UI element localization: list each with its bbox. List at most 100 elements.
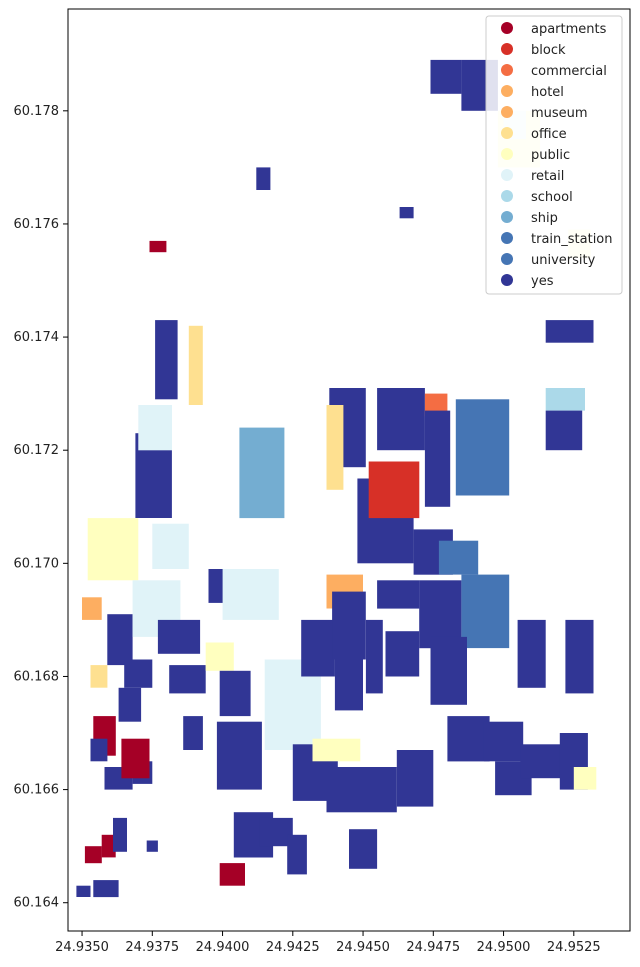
- building-public-28: [205, 642, 234, 671]
- x-axis: 24.9350 24.9375 24.9400 24.9425 24.9450 24.94…: [55, 931, 601, 955]
- building-yes-51: [385, 631, 420, 677]
- legend-frame: [485, 15, 623, 295]
- y-axis: 60.164 60.166 60.168 60.170 60.172 60.174 60.1…: [14, 104, 68, 911]
- y-tick-label: 60.170: [14, 556, 60, 571]
- y-tick-label: 60.174: [14, 330, 60, 345]
- building-public-16: [87, 518, 139, 581]
- legend-label-train_station: train_station: [531, 232, 613, 247]
- y-tick-label: 60.168: [14, 669, 60, 684]
- building-yes-65: [483, 721, 524, 762]
- x-tick-label: 24.9375: [125, 940, 179, 955]
- legend-marker-train_station: [501, 232, 513, 244]
- building-public-69: [573, 767, 597, 790]
- legend-label-public: public: [531, 148, 570, 163]
- legend-label-ship: ship: [531, 211, 558, 226]
- building-ship-37: [239, 427, 285, 519]
- legend-marker-museum: [501, 106, 513, 118]
- legend-marker-public: [501, 148, 513, 160]
- building-apartments-32: [219, 863, 245, 886]
- building-yes-70: [517, 619, 546, 688]
- building-commercial-56: [424, 393, 448, 417]
- legend-marker-university: [501, 253, 513, 265]
- y-tick-label: 60.164: [14, 896, 60, 911]
- legend-label-apartments: apartments: [531, 22, 607, 37]
- legend-marker-commercial: [501, 64, 513, 76]
- x-tick-label: 24.9400: [196, 940, 250, 955]
- building-yes-59: [419, 580, 462, 649]
- building-school-72: [545, 388, 585, 411]
- building-yes-15: [124, 659, 153, 688]
- building-yes-74: [545, 320, 594, 343]
- legend-label-museum: museum: [531, 106, 588, 121]
- building-yes-4: [113, 817, 127, 852]
- legend-marker-school: [501, 190, 513, 202]
- building-retail-35: [222, 569, 279, 620]
- building-public-40: [312, 738, 361, 762]
- building-retail-21: [152, 523, 189, 569]
- building-yes-29: [219, 670, 251, 717]
- x-tick-label: 24.9450: [336, 940, 390, 955]
- building-office-12: [90, 665, 108, 688]
- building-yes-63: [430, 636, 467, 705]
- building-yes-38: [256, 167, 271, 190]
- legend-label-school: school: [531, 190, 573, 205]
- legend-marker-retail: [501, 169, 513, 181]
- building-yes-71: [565, 619, 594, 694]
- x-tick-label: 24.9500: [477, 940, 531, 955]
- y-tick-label: 60.176: [14, 217, 60, 232]
- legend-label-retail: retail: [531, 169, 564, 184]
- building-apartments-2: [84, 846, 102, 864]
- legend-label-university: university: [531, 253, 596, 268]
- building-apartments-8: [121, 738, 150, 779]
- building-yes-50: [377, 580, 420, 609]
- building-yes-57: [424, 410, 451, 507]
- building-university-62: [455, 399, 510, 496]
- building-office-26: [188, 325, 203, 405]
- building-yes-10: [118, 687, 142, 722]
- building-retail-23: [138, 405, 172, 451]
- building-yes-44: [334, 659, 363, 711]
- building-office-48: [326, 405, 344, 490]
- building-yes-67: [520, 744, 566, 779]
- x-tick-label: 24.9525: [547, 940, 601, 955]
- building-yes-1: [93, 880, 119, 898]
- y-tick-label: 60.178: [14, 104, 60, 119]
- building-yes-42: [301, 619, 335, 677]
- x-tick-label: 24.9350: [55, 940, 109, 955]
- legend-marker-office: [501, 127, 513, 139]
- legend-marker-block: [501, 43, 513, 55]
- building-yes-33: [259, 817, 293, 847]
- building-yes-76: [399, 207, 414, 219]
- y-tick-label: 60.172: [14, 443, 60, 458]
- building-block-53: [368, 461, 420, 519]
- building-yes-19: [169, 665, 206, 694]
- building-yes-55: [396, 750, 434, 807]
- building-apartments-3: [101, 834, 116, 858]
- building-yes-18: [157, 619, 201, 654]
- building-yes-73: [545, 410, 583, 451]
- building-yes-11: [90, 738, 108, 762]
- building-yes-20: [183, 716, 203, 750]
- building-yes-64: [447, 716, 490, 762]
- building-yes-46: [349, 829, 378, 869]
- legend-marker-hotel: [501, 85, 513, 97]
- building-yes-43: [332, 591, 366, 660]
- building-university-61: [461, 574, 510, 649]
- legend-label-office: office: [531, 127, 567, 142]
- building-yes-45: [326, 767, 397, 813]
- legend: apartments block commercial hotel museum offi…: [485, 15, 623, 295]
- building-hotel-13: [82, 597, 102, 620]
- y-tick-label: 60.166: [14, 783, 60, 798]
- building-yes-5: [146, 840, 158, 852]
- building-yes-30: [216, 721, 262, 790]
- legend-items: apartments block commercial hotel museum offi…: [501, 22, 613, 289]
- building-yes-77: [430, 59, 462, 94]
- legend-label-hotel: hotel: [531, 85, 564, 100]
- legend-marker-ship: [501, 211, 513, 223]
- building-yes-0: [76, 885, 91, 897]
- legend-label-yes: yes: [531, 274, 554, 289]
- building-yes-14: [107, 614, 133, 666]
- building-yes-49: [365, 619, 383, 694]
- building-apartments-24: [149, 240, 167, 253]
